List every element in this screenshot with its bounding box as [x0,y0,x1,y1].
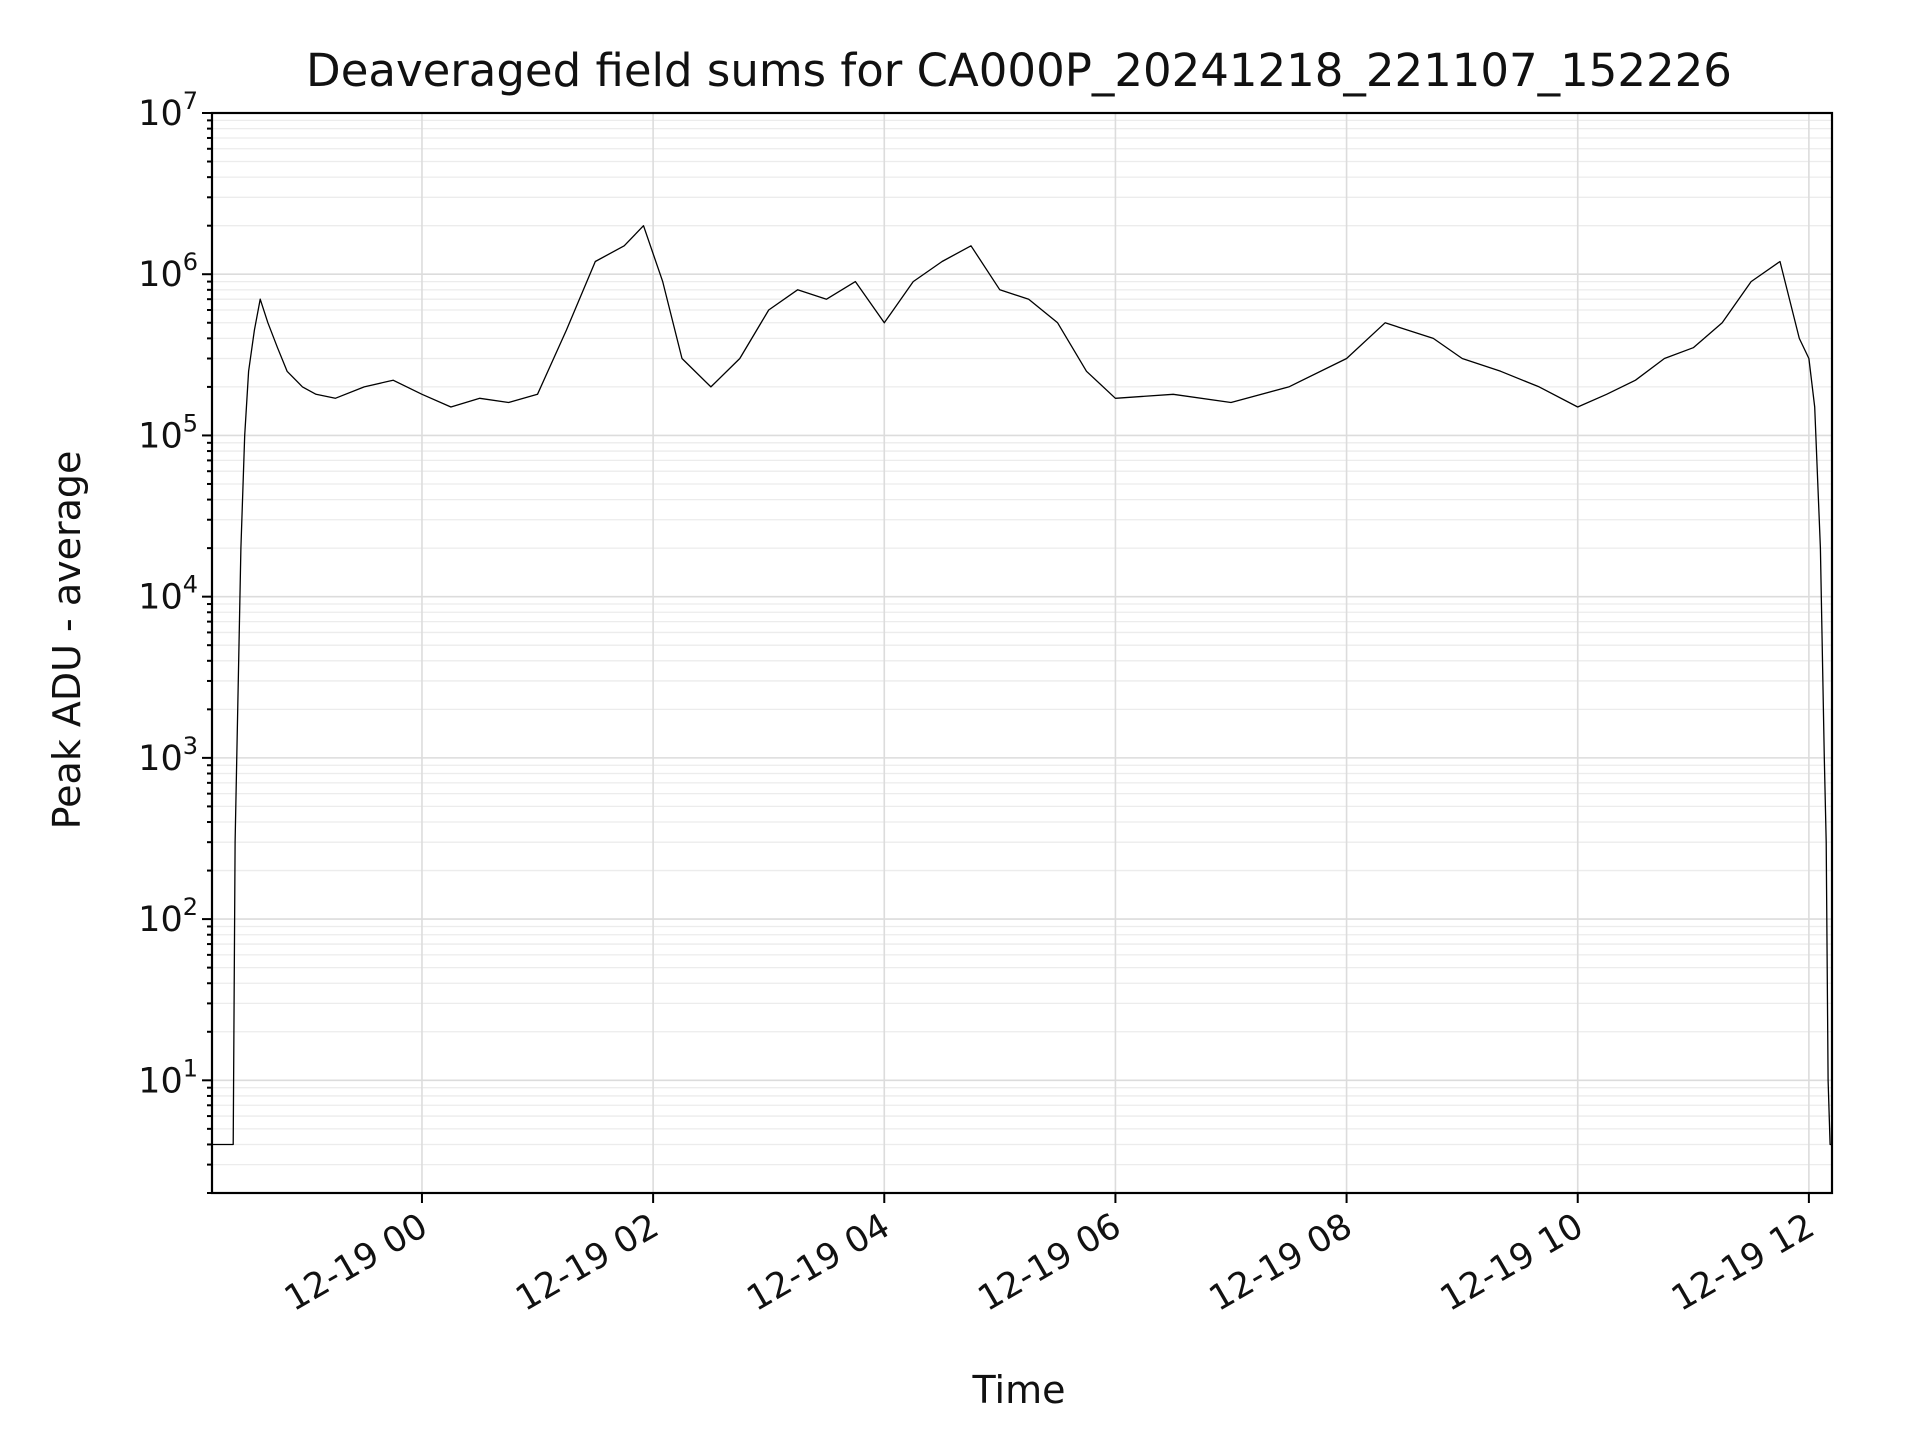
y-tick-label: 102 [138,893,198,940]
x-axis-label: Time [972,1368,1066,1412]
y-tick-label: 106 [138,248,198,295]
plot-area [212,225,1832,1146]
y-tick-label: 105 [138,409,198,456]
plot-frame [210,111,1834,1195]
y-tick-labels: 101 102 103 104 105 106 107 [138,87,198,1101]
grid [212,112,1832,1194]
y-axis-label: Peak ADU - average [45,451,89,830]
y-tick-label: 107 [138,87,198,134]
axis-ticks [202,112,1810,1203]
y-tick-label: 104 [138,571,198,618]
chart-title: Deaveraged field sums for CA000P_2024121… [306,44,1732,97]
y-tick-label: 101 [138,1054,198,1101]
series-line [212,225,1832,1146]
y-tick-label: 103 [138,732,198,779]
